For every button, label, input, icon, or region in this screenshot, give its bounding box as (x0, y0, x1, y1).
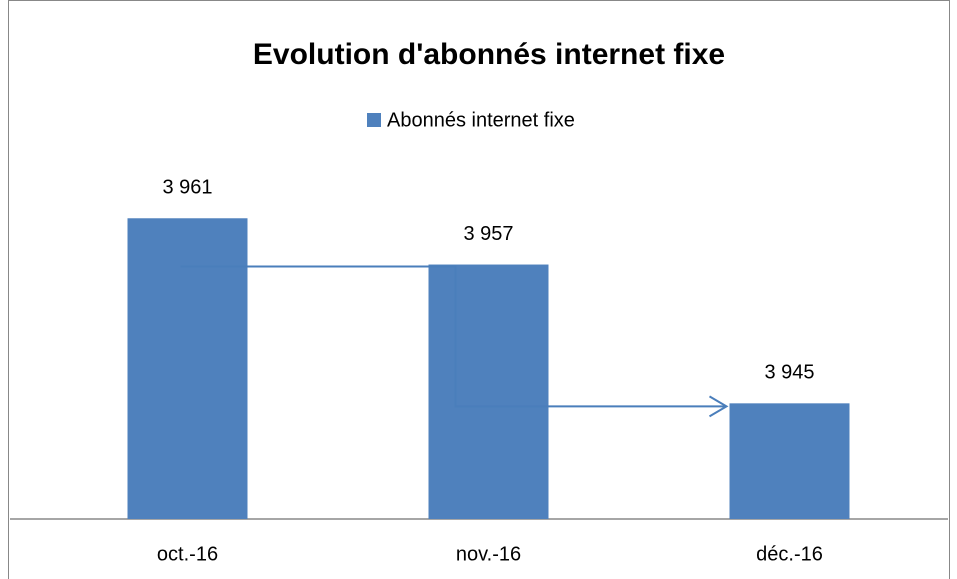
bar (127, 218, 248, 519)
legend-label: Abonnés internet fixe (387, 109, 575, 131)
arrow-head (708, 395, 729, 418)
data-label: 3 957 (463, 223, 513, 245)
bar (729, 403, 850, 519)
connector-arrow (180, 265, 727, 408)
data-label: 3 961 (162, 177, 212, 199)
x-tick-label: déc.-16 (756, 543, 823, 565)
x-tick-label: nov.-16 (456, 543, 521, 565)
bar (428, 264, 549, 519)
chart-title: Evolution d'abonnés internet fixe (253, 38, 725, 71)
data-label: 3 945 (764, 362, 814, 384)
x-tick-label: oct.-16 (157, 543, 218, 565)
legend-swatch (367, 113, 381, 127)
